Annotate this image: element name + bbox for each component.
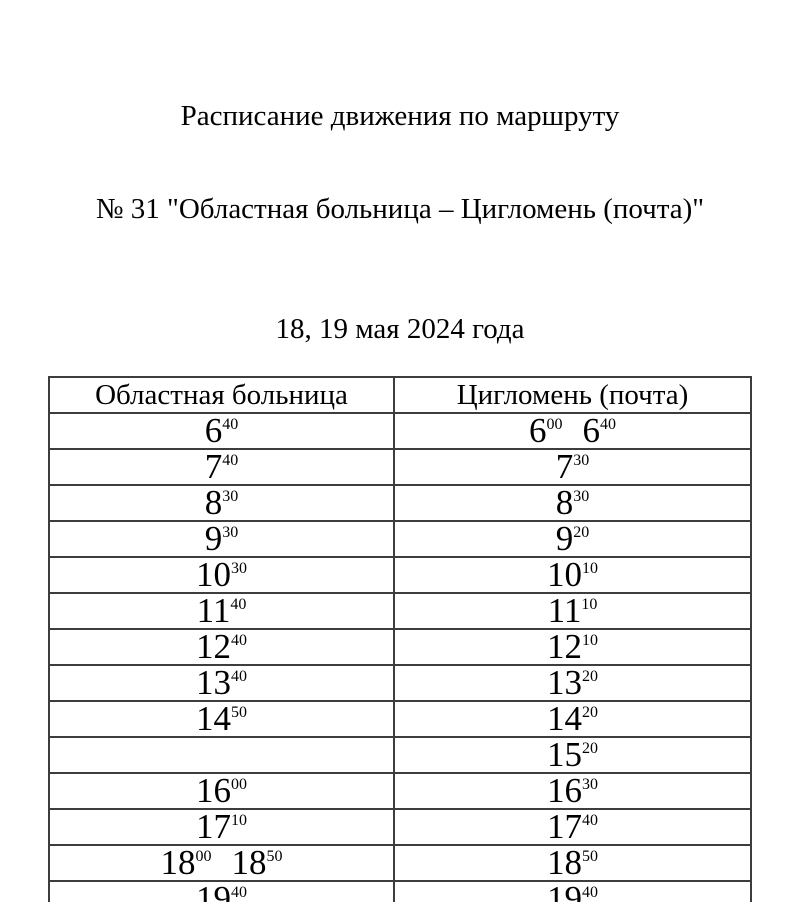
time-cell-right: 730 [393, 448, 752, 486]
time-cell-right: 1630 [393, 772, 752, 810]
time-cell-right: 1110 [393, 592, 752, 630]
table-row: 1520 [48, 736, 752, 774]
time-cell-right: 1850 [393, 844, 752, 882]
time-value: 1420 [547, 701, 598, 737]
time-cell-right: 1210 [393, 628, 752, 666]
time-cell-left: 1450 [48, 700, 395, 738]
time-value: 1110 [547, 593, 598, 629]
page-title-line1: Расписание движения по маршруту [180, 100, 620, 132]
time-value: 1940 [547, 881, 598, 902]
time-cell-right: 1740 [393, 808, 752, 846]
time-value: 1850 [231, 845, 283, 881]
time-cell-left: 1710 [48, 808, 395, 846]
time-value: 1740 [547, 809, 598, 845]
table-row: 1710 1740 [48, 808, 752, 846]
time-value: 1010 [547, 557, 598, 593]
time-value: 1800 [160, 845, 212, 881]
time-cell-left: 640 [48, 412, 395, 450]
time-value: 1320 [547, 665, 598, 701]
table-row: 1340 1320 [48, 664, 752, 702]
table-row: 1030 1010 [48, 556, 752, 594]
time-cell-left: 1030 [48, 556, 395, 594]
table-row: 640 600 640 [48, 412, 752, 450]
time-value: 1240 [196, 629, 247, 665]
time-cell-left: 1140 [48, 592, 395, 630]
schedule-table: Областная больница Цигломень (почта) 640… [48, 376, 752, 902]
table-row: 1600 1630 [48, 772, 752, 810]
table-row: 830 830 [48, 484, 752, 522]
schedule-table-body: 640 600 640 740 730 830 830 930 920 1030 1010 1140 1… [48, 412, 752, 902]
time-cell-right: 600 640 [393, 412, 752, 450]
time-value: 1600 [196, 773, 247, 809]
time-value: 830 [204, 485, 239, 521]
time-value: 1450 [196, 701, 247, 737]
table-row: 1140 1110 [48, 592, 752, 630]
time-cell-right: 1010 [393, 556, 752, 594]
time-value: 920 [555, 521, 590, 557]
time-value: 730 [555, 449, 590, 485]
page-title: Расписание движения по маршруту № 31 "Об… [0, 39, 800, 287]
time-cell-right: 1520 [393, 736, 752, 774]
time-value: 640 [204, 413, 239, 449]
table-row: 1240 1210 [48, 628, 752, 666]
header-row: Областная больница Цигломень (почта) [48, 376, 752, 414]
time-cell-left: 740 [48, 448, 395, 486]
time-value: 1850 [547, 845, 598, 881]
time-value: 600 [529, 413, 563, 449]
table-row: 930 920 [48, 520, 752, 558]
time-cell-right: 1320 [393, 664, 752, 702]
time-cell-left [48, 736, 395, 774]
time-cell-left: 1600 [48, 772, 395, 810]
time-value: 1030 [196, 557, 247, 593]
time-value: 1520 [547, 737, 598, 773]
time-cell-left: 1800 1850 [48, 844, 395, 882]
time-value: 1710 [196, 809, 247, 845]
time-value: 640 [582, 413, 617, 449]
time-cell-left: 930 [48, 520, 395, 558]
time-cell-left: 1940 [48, 880, 395, 902]
table-row: 1450 1420 [48, 700, 752, 738]
time-value: 930 [204, 521, 239, 557]
time-value: 1340 [196, 665, 247, 701]
col-header-oblastnaya-bolnitsa: Областная больница [48, 376, 395, 414]
time-value: 1630 [547, 773, 598, 809]
time-cell-right: 1940 [393, 880, 752, 902]
time-value: 740 [204, 449, 239, 485]
page-title-line2: № 31 "Областная больница – Цигломень (по… [95, 193, 705, 225]
time-value: 1940 [196, 881, 247, 902]
time-value: 1210 [547, 629, 598, 665]
table-row: 1800 1850 1850 [48, 844, 752, 882]
col-header-tsiglomen-pochta: Цигломень (почта) [393, 376, 752, 414]
table-row: 740 730 [48, 448, 752, 486]
time-cell-right: 920 [393, 520, 752, 558]
time-cell-left: 830 [48, 484, 395, 522]
time-value: 1140 [196, 593, 247, 629]
time-cell-right: 830 [393, 484, 752, 522]
time-value: 830 [555, 485, 590, 521]
time-cell-left: 1240 [48, 628, 395, 666]
time-cell-left: 1340 [48, 664, 395, 702]
table-row: 1940 1940 [48, 880, 752, 902]
date-line: 18, 19 мая 2024 года [275, 313, 525, 345]
time-cell-right: 1420 [393, 700, 752, 738]
